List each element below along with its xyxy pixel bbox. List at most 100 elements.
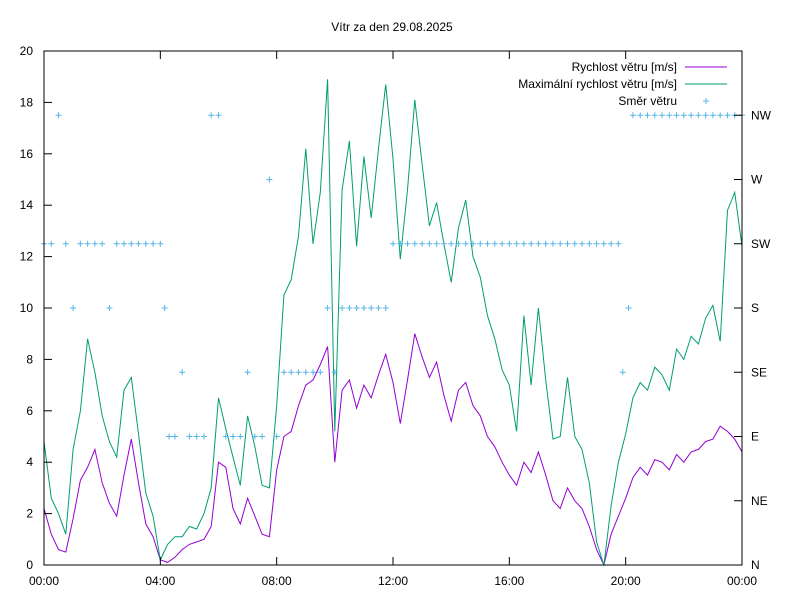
direction-point (724, 112, 731, 119)
direction-point (106, 305, 113, 311)
y-tick-label: 14 (20, 198, 34, 212)
direction-point (208, 112, 215, 119)
direction-point (346, 305, 353, 311)
y2-tick-label: N (751, 558, 760, 572)
direction-point (91, 240, 98, 247)
direction-point (77, 240, 84, 247)
direction-point (411, 240, 418, 247)
direction-point (55, 112, 62, 119)
chart-legend: Rychlost větru [m/s] Maximální rychlost v… (518, 60, 727, 108)
direction-point (651, 112, 658, 119)
direction-point (637, 112, 644, 119)
x-tick-label: 00:00 (727, 574, 757, 588)
direction-point (491, 240, 498, 247)
direction-point (709, 112, 716, 119)
direction-point (259, 433, 266, 440)
y-tick-label: 10 (20, 301, 34, 315)
axes: 0 2 4 6 8 10 12 14 16 18 20 N NE E SE S SW W NW 00:00 04:00 0… (20, 44, 772, 588)
x-tick-label: 20:00 (611, 574, 641, 588)
direction-point (535, 240, 542, 247)
direction-point (70, 305, 77, 311)
direction-point (579, 240, 586, 247)
direction-point (186, 433, 193, 440)
direction-point (179, 369, 186, 376)
direction-point (557, 240, 564, 247)
direction-point (62, 240, 69, 247)
direction-point (593, 240, 600, 247)
direction-point (157, 240, 164, 247)
y-tick-label: 0 (26, 558, 33, 572)
direction-point (135, 240, 142, 247)
y-tick-label: 4 (26, 455, 33, 469)
direction-point (644, 112, 651, 119)
direction-point (142, 240, 149, 247)
direction-point (666, 112, 673, 119)
legend-label: Směr větru (618, 94, 677, 108)
direction-point (251, 433, 258, 440)
direction-point (673, 112, 680, 119)
direction-point (339, 305, 346, 311)
y-tick-label: 8 (26, 352, 33, 366)
direction-point (215, 112, 222, 119)
direction-point (150, 240, 157, 247)
direction-point (360, 305, 367, 311)
y2-tick-label: S (751, 301, 759, 315)
direction-point (382, 305, 389, 311)
direction-point (702, 112, 709, 119)
direction-point (222, 433, 229, 440)
direction-point (520, 240, 527, 247)
direction-point (695, 112, 702, 119)
direction-point (171, 433, 178, 440)
direction-point (48, 240, 55, 247)
x-tick-label: 16:00 (494, 574, 524, 588)
direction-point (499, 240, 506, 247)
direction-point (266, 176, 273, 183)
y2-tick-label: SW (751, 237, 771, 251)
direction-point (84, 240, 91, 247)
direction-point (404, 240, 411, 247)
direction-point (506, 240, 513, 247)
direction-point (549, 240, 556, 247)
direction-point (600, 240, 607, 247)
direction-point (237, 433, 244, 440)
direction-point (161, 305, 168, 311)
y2-tick-label: NE (751, 494, 768, 508)
y2-tick-label: SE (751, 365, 767, 379)
direction-point (688, 112, 695, 119)
direction-point (113, 240, 120, 247)
y-tick-label: 20 (20, 44, 34, 58)
direction-point (629, 112, 636, 119)
y-tick-label: 6 (26, 404, 33, 418)
y-tick-label: 16 (20, 147, 34, 161)
direction-point (619, 369, 626, 376)
direction-point (166, 433, 173, 440)
x-tick-label: 04:00 (145, 574, 175, 588)
direction-point (455, 240, 462, 247)
y2-tick-label: NW (751, 108, 772, 122)
direction-point (608, 240, 615, 247)
direction-point (288, 369, 295, 376)
direction-point (353, 305, 360, 311)
direction-point (680, 112, 687, 119)
direction-point (484, 240, 491, 247)
direction-point (469, 240, 476, 247)
direction-point (324, 305, 331, 311)
direction-point (564, 240, 571, 247)
direction-point (295, 369, 302, 376)
direction-point (528, 240, 535, 247)
direction-point (280, 369, 287, 376)
direction-point (310, 369, 317, 376)
direction-point (462, 240, 469, 247)
chart-title: Vítr za den 29.08.2025 (331, 20, 453, 34)
direction-point (625, 305, 632, 311)
y-tick-label: 2 (26, 507, 33, 521)
direction-point (200, 433, 207, 440)
direction-point (433, 240, 440, 247)
y-tick-label: 18 (20, 95, 34, 109)
direction-point (99, 240, 106, 247)
legend-label: Rychlost větru [m/s] (572, 60, 677, 74)
direction-point (273, 433, 280, 440)
direction-point (448, 240, 455, 247)
legend-label: Maximální rychlost větru [m/s] (518, 77, 677, 91)
